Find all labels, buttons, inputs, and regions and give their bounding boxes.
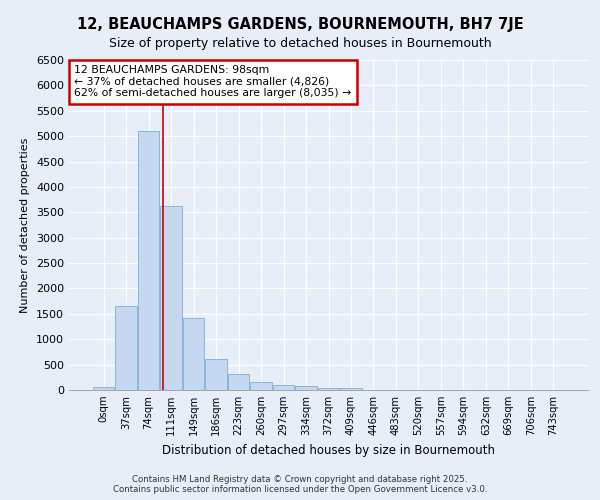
Bar — [272, 385, 295, 390]
Y-axis label: Number of detached properties: Number of detached properties — [20, 138, 31, 312]
Text: 12, BEAUCHAMPS GARDENS, BOURNEMOUTH, BH7 7JE: 12, BEAUCHAMPS GARDENS, BOURNEMOUTH, BH7… — [77, 18, 523, 32]
Bar — [205, 358, 227, 390]
Text: Contains HM Land Registry data © Crown copyright and database right 2025.
Contai: Contains HM Land Registry data © Crown c… — [113, 474, 487, 494]
Bar — [250, 382, 272, 390]
Bar — [340, 388, 362, 390]
Text: 12 BEAUCHAMPS GARDENS: 98sqm
← 37% of detached houses are smaller (4,826)
62% of: 12 BEAUCHAMPS GARDENS: 98sqm ← 37% of de… — [74, 65, 352, 98]
Bar — [115, 306, 137, 390]
Bar — [295, 386, 317, 390]
Bar — [137, 131, 160, 390]
Bar — [227, 374, 250, 390]
Bar — [182, 318, 205, 390]
X-axis label: Distribution of detached houses by size in Bournemouth: Distribution of detached houses by size … — [162, 444, 495, 456]
Bar — [160, 206, 182, 390]
Bar — [92, 387, 115, 390]
Text: Size of property relative to detached houses in Bournemouth: Size of property relative to detached ho… — [109, 38, 491, 51]
Bar — [317, 388, 340, 390]
